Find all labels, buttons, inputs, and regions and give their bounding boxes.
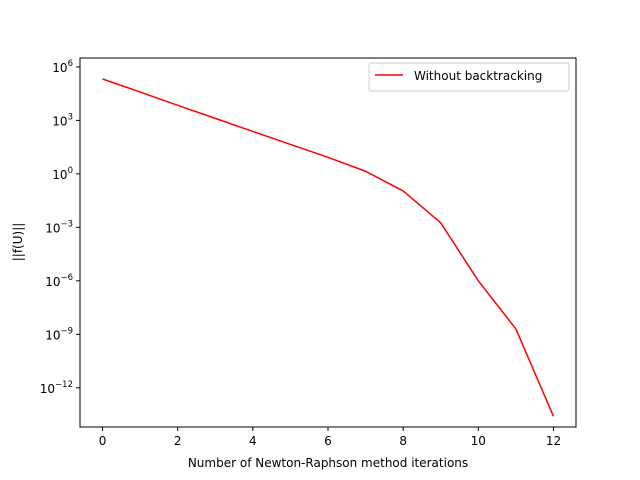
series-line bbox=[102, 78, 555, 417]
x-tick-label: 12 bbox=[546, 434, 561, 448]
y-tick-base: 10 bbox=[45, 328, 60, 342]
y-tick-label: 106 bbox=[52, 59, 73, 75]
y-tick-label: 100 bbox=[52, 166, 73, 182]
legend-box bbox=[368, 62, 570, 92]
y-tick-label: 10−3 bbox=[45, 219, 73, 235]
y-tick-exponent: 6 bbox=[68, 59, 73, 69]
x-tick-label: 6 bbox=[324, 434, 332, 448]
plot-lines bbox=[102, 78, 555, 417]
x-tick-label: 10 bbox=[471, 434, 486, 448]
y-tick-exponent: −9 bbox=[60, 326, 73, 336]
y-tick-exponent: 3 bbox=[68, 112, 73, 122]
y-tick-label: 103 bbox=[52, 112, 73, 128]
y-tick-label: 10−12 bbox=[40, 380, 73, 396]
legend: Without backtracking bbox=[368, 62, 570, 92]
y-tick-exponent: −3 bbox=[60, 219, 73, 229]
y-tick-label: 10−6 bbox=[45, 273, 73, 289]
x-tick-label: 8 bbox=[399, 434, 407, 448]
plot-frame bbox=[79, 57, 577, 428]
x-tick-label: 0 bbox=[99, 434, 107, 448]
y-tick-label: 10−9 bbox=[45, 326, 73, 342]
plot-area bbox=[80, 58, 576, 427]
legend-label: Without backtracking bbox=[414, 69, 542, 83]
y-tick-base: 10 bbox=[45, 221, 60, 235]
x-axis-ticks: 0 2 4 6 8 10 12 bbox=[99, 427, 561, 448]
y-tick-base: 10 bbox=[52, 168, 67, 182]
x-tick-label: 2 bbox=[174, 434, 182, 448]
x-axis-label: Number of Newton-Raphson method iteratio… bbox=[188, 456, 468, 470]
y-axis-label: ||f(U)|| bbox=[11, 223, 25, 262]
y-tick-exponent: −6 bbox=[60, 273, 73, 283]
y-tick-exponent: 0 bbox=[68, 166, 73, 176]
y-tick-base: 10 bbox=[52, 114, 67, 128]
x-tick-label: 4 bbox=[249, 434, 257, 448]
y-tick-exponent: −12 bbox=[55, 380, 73, 390]
y-tick-base: 10 bbox=[52, 61, 67, 75]
y-tick-base: 10 bbox=[40, 382, 55, 396]
y-tick-base: 10 bbox=[45, 275, 60, 289]
